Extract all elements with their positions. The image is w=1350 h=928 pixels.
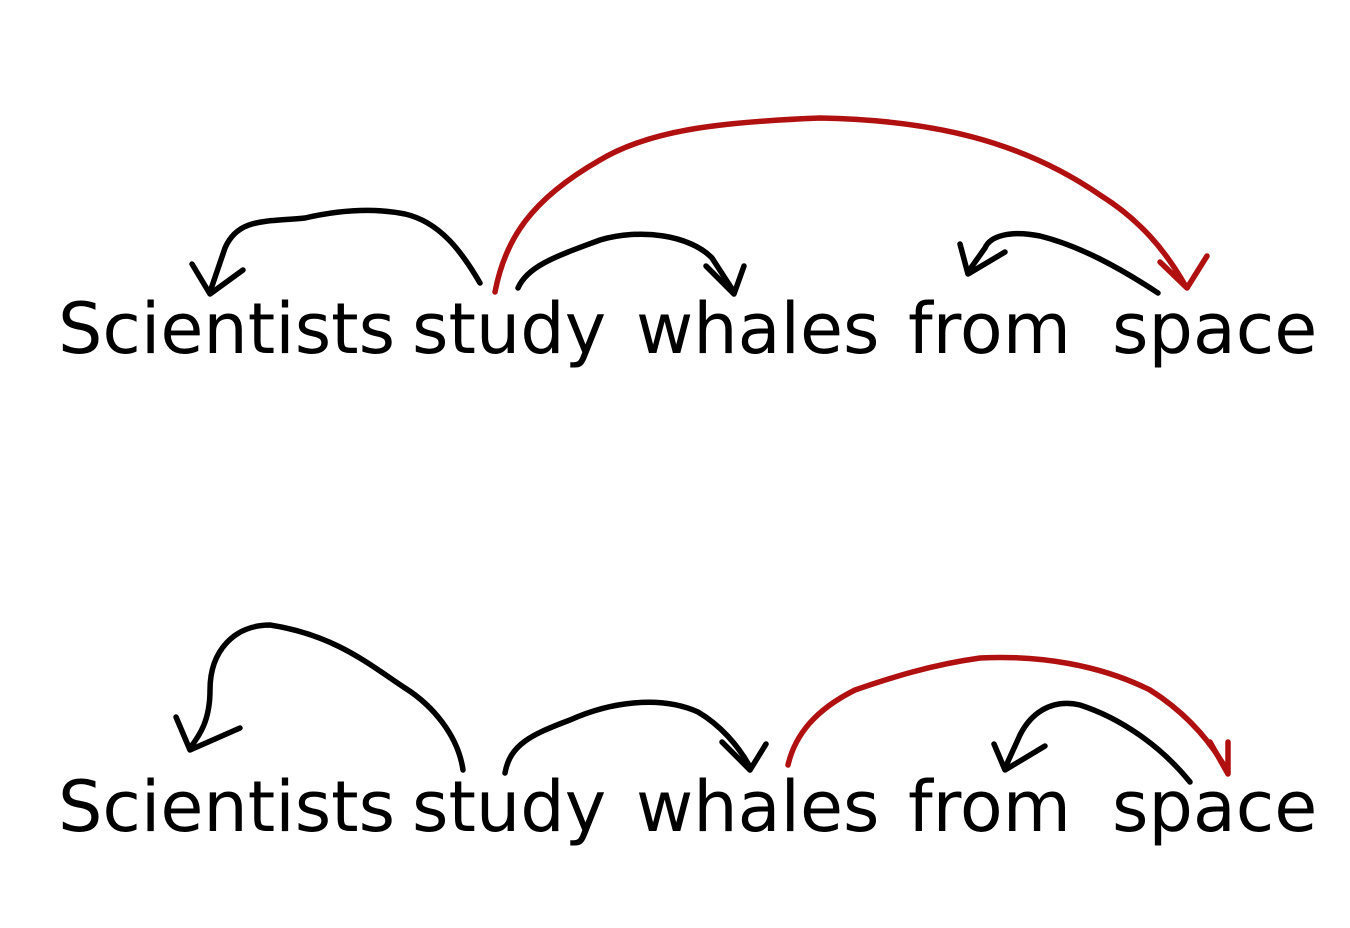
arc-space-to-from [991, 700, 1193, 785]
arc-space-to-from [957, 230, 1161, 296]
word-space: space [1112, 288, 1317, 370]
parse-top: Scientists study whales from space [58, 115, 1317, 370]
word-whales: whales [636, 766, 880, 848]
parse-bottom: Scientists study whales from space [58, 622, 1317, 848]
arc-whales-to-space [785, 654, 1231, 777]
arc-study-to-space [492, 115, 1210, 295]
word-study: study [412, 288, 606, 370]
word-space: space [1112, 766, 1317, 848]
word-scientists: Scientists [58, 766, 395, 848]
word-from: from [908, 288, 1071, 370]
word-from: from [908, 766, 1071, 848]
word-scientists: Scientists [58, 288, 395, 370]
arc-study-to-whales [502, 699, 769, 776]
word-whales: whales [636, 288, 880, 370]
word-study: study [412, 766, 606, 848]
arc-study-to-scientists [189, 207, 483, 297]
arc-study-to-scientists [173, 622, 466, 773]
arc-study-to-whales [515, 231, 747, 297]
